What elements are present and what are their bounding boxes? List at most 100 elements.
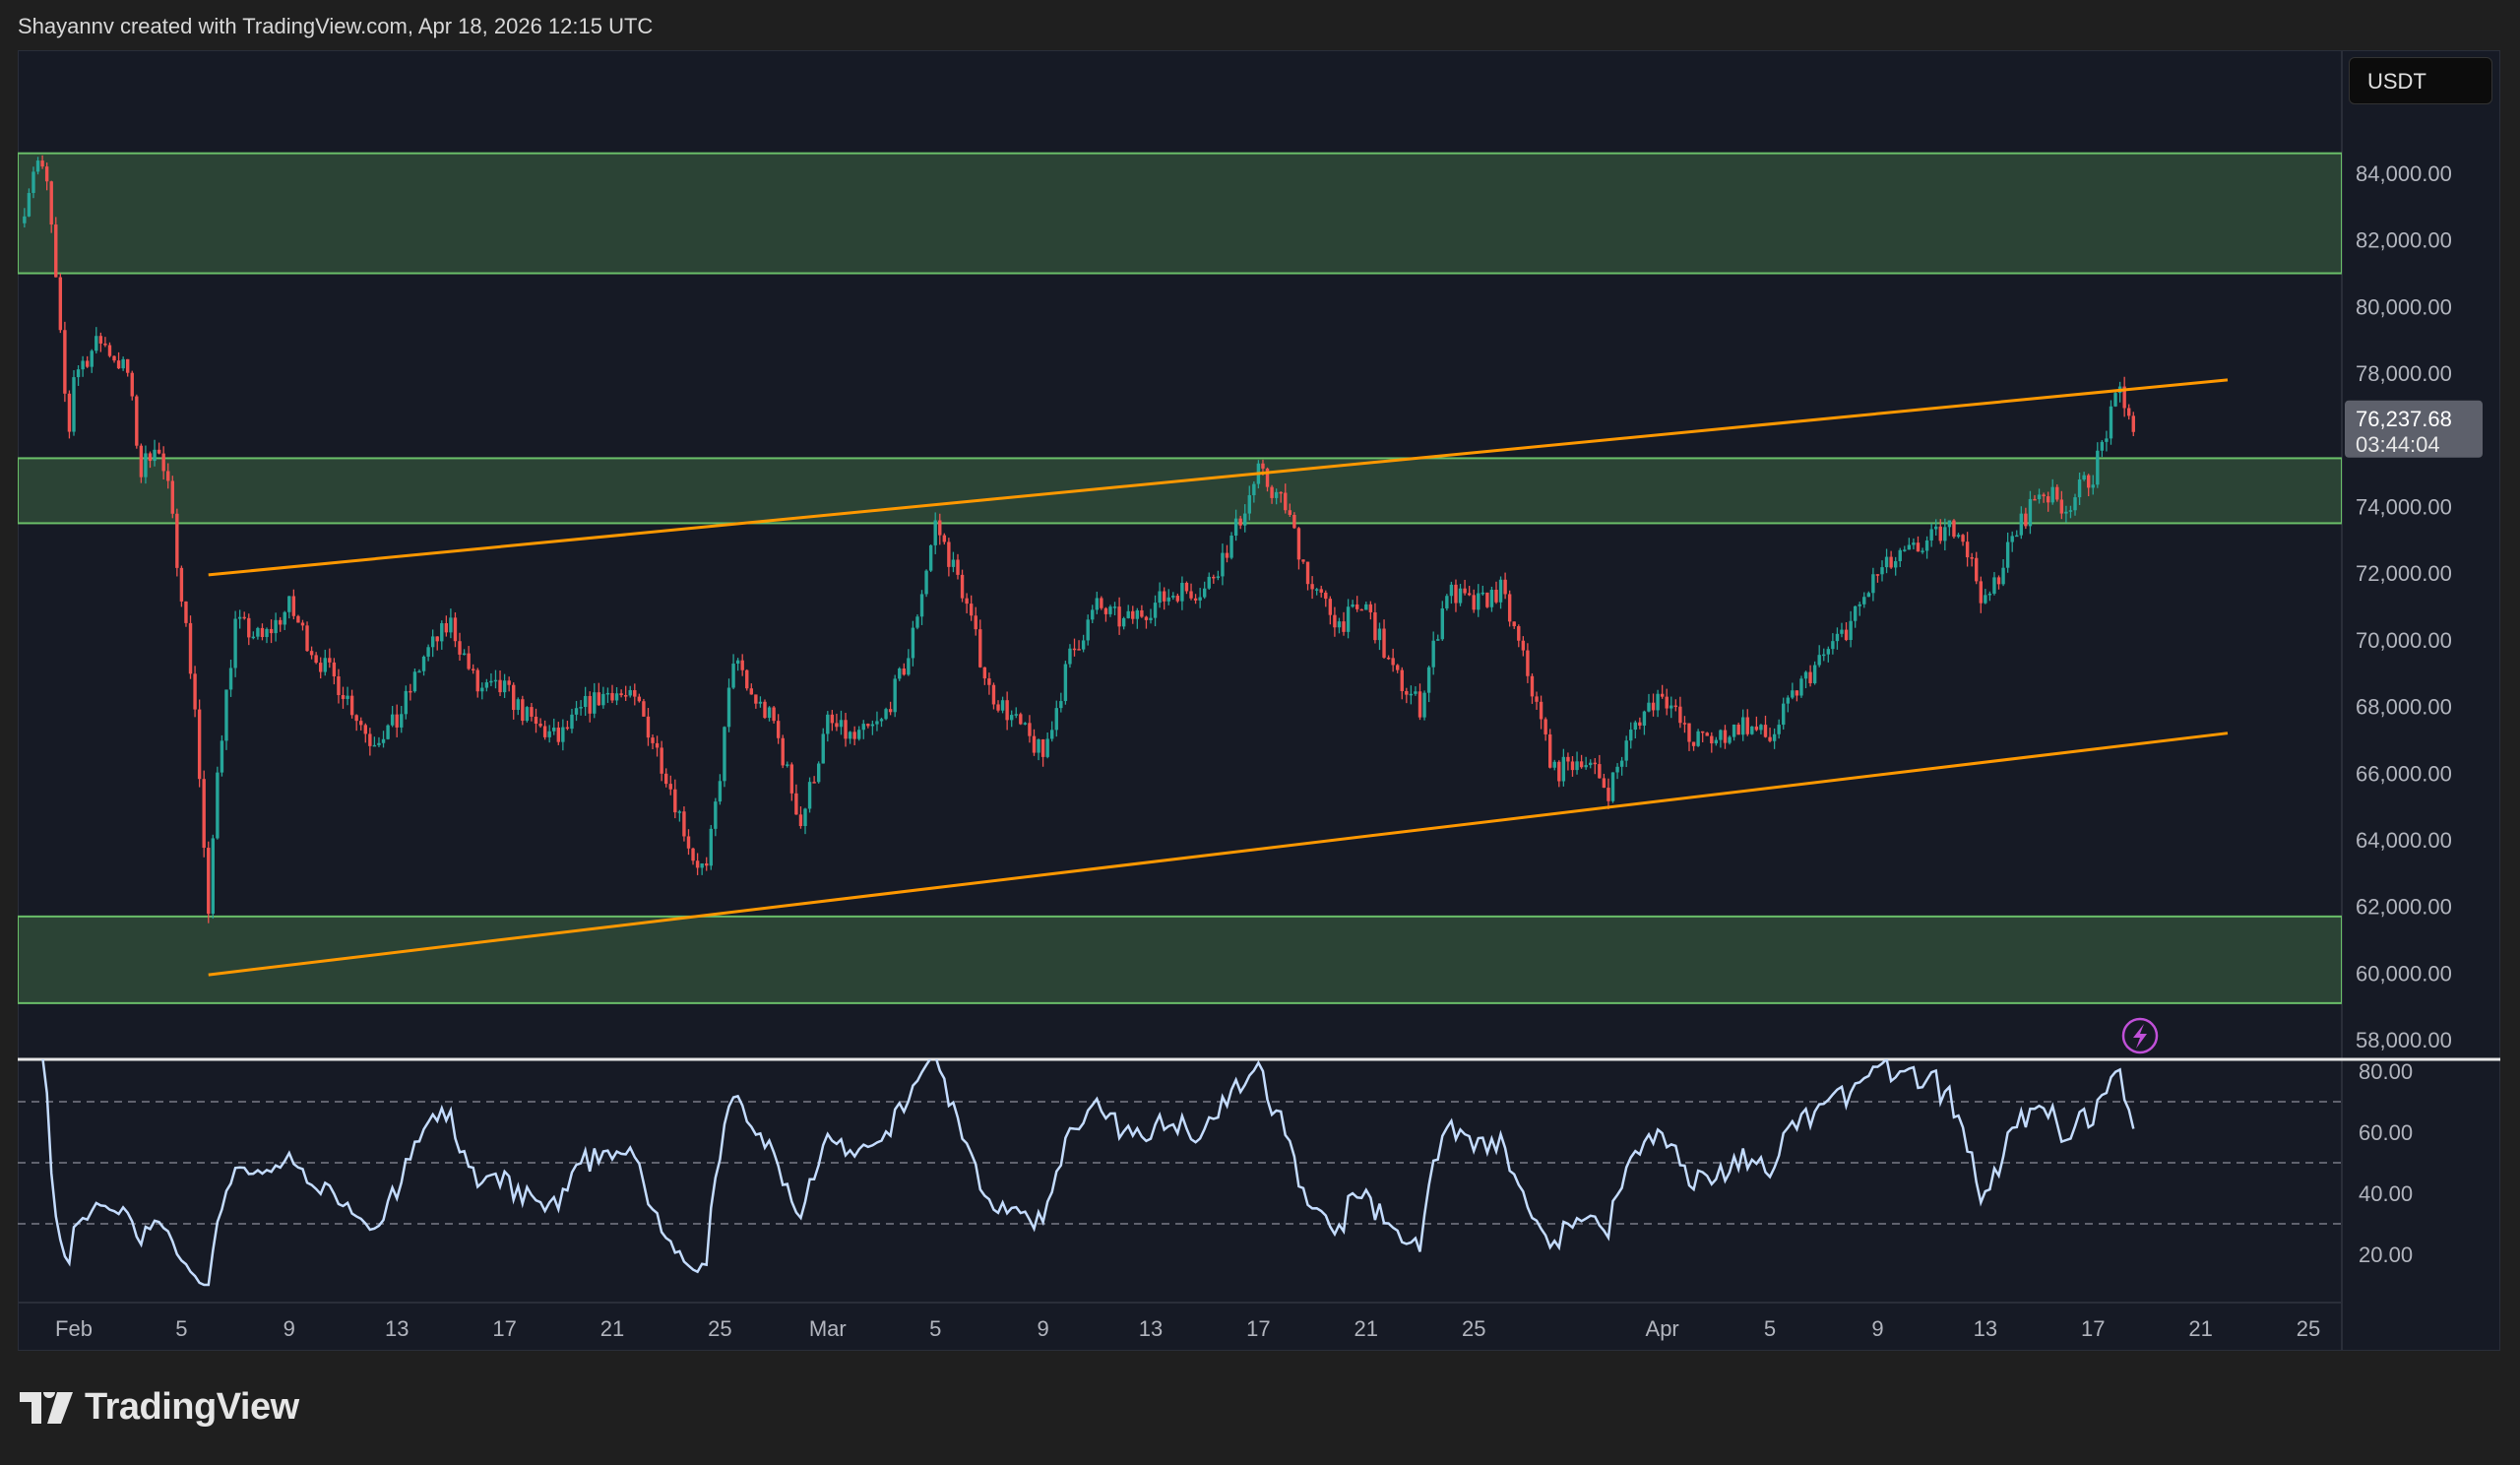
- candle-body: [830, 714, 835, 724]
- candle-body: [49, 181, 53, 225]
- candle-body: [547, 731, 551, 737]
- candle-body: [1943, 527, 1947, 541]
- candle-body: [1975, 557, 1979, 582]
- candle-body: [951, 559, 956, 567]
- candle-body: [1795, 690, 1799, 696]
- candle-body: [1023, 723, 1028, 725]
- candle-body: [467, 653, 471, 669]
- candle-body: [803, 808, 807, 827]
- time-tick-label: 5: [929, 1316, 941, 1341]
- candle-body: [332, 662, 337, 676]
- candle-body: [593, 692, 597, 714]
- candle-body: [1346, 606, 1351, 632]
- time-tick-label: 13: [1974, 1316, 1997, 1341]
- candle-body: [1736, 724, 1740, 735]
- candle-body: [1354, 604, 1359, 609]
- candle-body: [1956, 535, 1961, 538]
- candle-body: [237, 616, 242, 619]
- candle-body: [1126, 610, 1130, 618]
- candle-body: [2091, 484, 2095, 488]
- candle-body: [610, 692, 614, 701]
- time-tick-label: 21: [600, 1316, 624, 1341]
- candle-body: [386, 725, 390, 739]
- candle-body: [1606, 788, 1610, 801]
- candle-body: [1095, 598, 1099, 610]
- candle-body: [153, 449, 157, 462]
- candle-body: [1040, 738, 1045, 757]
- candle-body: [1000, 700, 1005, 711]
- candle-body: [723, 727, 726, 782]
- time-tick-label: 9: [284, 1316, 295, 1341]
- candle-body: [1503, 579, 1507, 595]
- candle-body: [1463, 588, 1467, 594]
- candle-body: [718, 781, 723, 802]
- candle-body: [1158, 591, 1162, 604]
- candle-body: [1216, 576, 1221, 578]
- rsi-tick-label: 40.00: [2359, 1181, 2413, 1206]
- candle-body: [1875, 574, 1880, 576]
- rsi-tick-label: 60.00: [2359, 1120, 2413, 1145]
- candle-body: [2050, 486, 2054, 503]
- candle-body: [328, 658, 332, 663]
- candle-body: [1512, 621, 1516, 627]
- candle-body: [1342, 621, 1346, 632]
- candle-body: [1489, 589, 1494, 607]
- candle-body: [731, 664, 735, 688]
- candle-body: [677, 811, 682, 813]
- candle-body: [1261, 463, 1265, 469]
- candle-body: [1028, 723, 1032, 736]
- candle-body: [107, 345, 112, 356]
- time-tick-label: 25: [2297, 1316, 2320, 1341]
- price-tick-label: 82,000.00: [2356, 228, 2452, 253]
- tradingview-logo[interactable]: TradingView: [20, 1386, 299, 1429]
- candle-body: [776, 721, 781, 738]
- candle-body: [1799, 678, 1803, 696]
- candle-body: [1610, 772, 1615, 801]
- candle-body: [786, 764, 789, 766]
- candle-body: [516, 699, 520, 711]
- candle-body: [1822, 654, 1826, 657]
- candle-body: [247, 617, 251, 638]
- candle-body: [1521, 640, 1526, 651]
- candle-body: [911, 627, 915, 659]
- candle-body: [1324, 592, 1328, 600]
- candle-body: [2105, 438, 2109, 442]
- candle-body: [1714, 739, 1719, 744]
- candle-body: [1305, 561, 1310, 585]
- candle-body: [1660, 693, 1665, 697]
- candle-body: [525, 707, 530, 722]
- candle-body: [1853, 605, 1858, 621]
- candle-body: [1149, 617, 1153, 620]
- candle-body: [265, 628, 269, 638]
- candle-body: [668, 784, 672, 790]
- price-tick-label: 62,000.00: [2356, 895, 2452, 920]
- currency-selector[interactable]: USDT: [2349, 57, 2492, 104]
- candle-body: [314, 655, 318, 664]
- candle-body: [1552, 761, 1556, 768]
- candle-body: [530, 707, 534, 717]
- candle-body: [40, 160, 44, 167]
- candle-body: [893, 678, 897, 713]
- candle-body: [2100, 441, 2105, 451]
- candle-body: [735, 660, 740, 665]
- candle-body: [1409, 693, 1414, 696]
- candle-body: [1710, 735, 1714, 744]
- candle-body: [1777, 725, 1781, 734]
- candle-body: [691, 848, 695, 861]
- time-tick-label: Apr: [1646, 1316, 1679, 1341]
- candle-body: [1898, 549, 1902, 562]
- candle-body: [1180, 582, 1184, 602]
- candle-body: [112, 355, 116, 361]
- candle-body: [1705, 732, 1709, 736]
- candle-body: [1144, 616, 1149, 620]
- candle-body: [965, 598, 969, 605]
- candle-body: [726, 687, 731, 728]
- candle-body: [453, 617, 458, 642]
- candle-body: [1884, 556, 1889, 568]
- channel-lower: [208, 732, 2229, 977]
- candle-body: [2122, 386, 2126, 409]
- candle-body: [875, 721, 879, 725]
- candle-body: [1687, 723, 1691, 742]
- candle-body: [1629, 730, 1633, 741]
